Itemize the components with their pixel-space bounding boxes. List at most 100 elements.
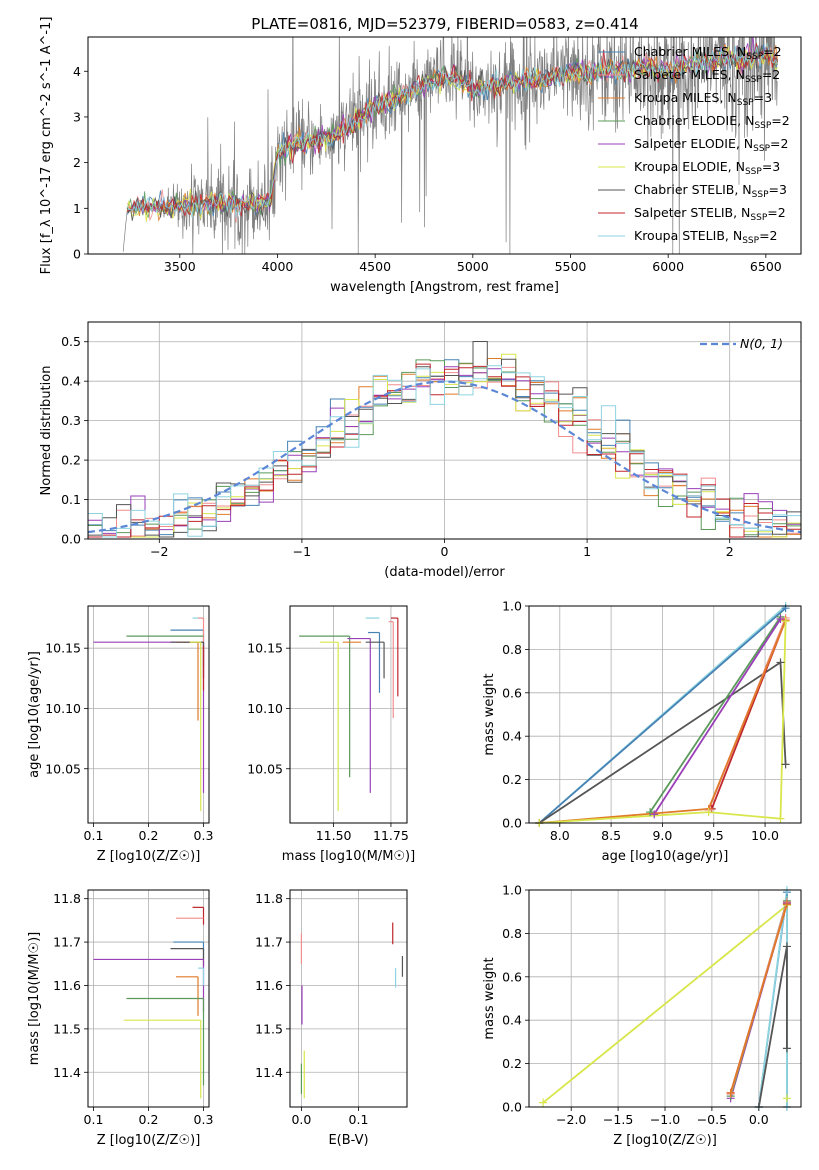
x-axis-label: E(B-V) (328, 1133, 368, 1148)
legend-subscript: SSP (750, 213, 767, 223)
y-axis-label: mass [log10(M/M☉)] (27, 932, 42, 1065)
y-tick-label: 0.2 (502, 772, 522, 787)
axes-frame (87, 36, 802, 255)
legend-nssp: =2 (759, 228, 777, 243)
legend-subscript: SSP (746, 52, 763, 62)
y-tick-label: 0.0 (502, 816, 522, 831)
y-tick-label: 0.1 (61, 492, 81, 507)
y-axis-label: age [log10(age/yr)] (27, 651, 42, 778)
y-tick-label: 0.5 (61, 334, 81, 349)
legend-nssp: =2 (767, 205, 785, 220)
series-marker (650, 810, 659, 819)
series-marker (781, 617, 790, 626)
legend-entry: Chabrier ELODIE, NSSP=2 (634, 113, 790, 131)
x-tick-label: 4500 (359, 259, 391, 274)
x-tick-label: −1.5 (603, 1112, 633, 1127)
axes-frame (87, 889, 210, 1108)
legend-nssp: =2 (771, 113, 789, 128)
x-tick-label: 8.0 (550, 828, 570, 843)
y-tick-label: 11.6 (255, 978, 283, 993)
y-tick-label: 0.6 (502, 969, 522, 984)
plot-area (300, 922, 404, 1099)
series-marker (776, 615, 785, 624)
y-tick-label: 0.6 (502, 685, 522, 700)
y-axis-label: Normed distribution (39, 366, 54, 496)
series-marker (646, 808, 655, 817)
x-tick-label: 4000 (262, 259, 294, 274)
series-line-chabrier-stelib (757, 946, 788, 1107)
series-marker (704, 808, 713, 817)
legend-subscript: SSP (745, 75, 762, 85)
legend-subscript: SSP (737, 98, 754, 108)
legend-entry: Salpeter MILES, NSSP=2 (634, 67, 780, 85)
y-tick-label: 0 (73, 247, 81, 262)
series-line-chabrier-miles (538, 607, 787, 823)
y-tick-label: 11.5 (255, 1021, 283, 1036)
y-tick-label: 0.2 (61, 453, 81, 468)
x-tick-label: 8.5 (601, 828, 621, 843)
legend-entry: N(0, 1) (740, 336, 783, 351)
legend-entry: Kroupa MILES, NSSP=3 (634, 90, 772, 108)
chart-mass-vs-ebv: 0.0 0.1 11.4 11.5 11.6 11.7 11.8 E(B-V) (255, 889, 408, 1148)
legend-subscript: SSP (742, 236, 759, 246)
series-marker (782, 900, 791, 909)
x-tick-label: 9.5 (704, 828, 724, 843)
y-tick-label: 11.8 (255, 891, 283, 906)
x-tick-label: 0.1 (349, 1112, 369, 1127)
legend-entry: Chabrier MILES, NSSP=2 (634, 44, 782, 62)
series-marker (539, 1098, 548, 1107)
legend-entry: Kroupa STELIB, NSSP=2 (634, 228, 778, 246)
y-axis-label: Flux [f_λ 10^-17 erg cm^-2 s^-1 A^-1] (39, 17, 54, 275)
plot-area (122, 37, 779, 254)
figure-title: PLATE=0816, MJD=52379, FIBERID=0583, z=0… (251, 15, 638, 33)
x-tick-label: 6500 (750, 259, 782, 274)
y-tick-label: 3 (73, 109, 81, 124)
x-axis-label: wavelength [Angstrom, rest frame] (330, 280, 559, 295)
chart-residuals: −2 −1 0 1 2 0.0 0.1 0.2 0.3 0.4 0.5 (data-model)/er… (39, 321, 802, 580)
y-tick-label: 4 (73, 64, 81, 79)
y-tick-label: 0.2 (502, 1056, 522, 1071)
y-tick-label: 0.4 (61, 374, 81, 389)
x-tick-label: 6000 (652, 259, 684, 274)
x-tick-label: 9.0 (652, 828, 672, 843)
series-marker (781, 760, 790, 769)
legend-nssp: =3 (754, 90, 772, 105)
histogram-kroupa-stelib (88, 365, 801, 539)
x-tick-label: 0.1 (84, 828, 104, 843)
chart-age-vs-mass: 11.50 11.75 10.05 10.10 10.15 mass [log10(M/M… (247, 605, 415, 864)
y-axis-label: mass weight (482, 957, 497, 1039)
x-tick-label: 0.0 (749, 1112, 769, 1127)
y-tick-label: 10.15 (45, 641, 81, 656)
x-axis-label: Z [log10(Z/Z☉)] (97, 849, 201, 864)
x-tick-label: 11.50 (316, 828, 352, 843)
chart-age-vs-Z: 0.1 0.2 0.3 10.05 10.10 10.15 Z [log10(Z/Z☉)] a… (27, 605, 214, 864)
series-marker (776, 814, 785, 823)
axes-frame (528, 605, 802, 824)
x-tick-label: 3500 (164, 259, 196, 274)
x-tick-label: 0.3 (194, 828, 214, 843)
legend-entry: Kroupa ELODIE, NSSP=3 (634, 159, 780, 177)
series-line-kroupa-miles (729, 903, 788, 1094)
chart-mass-vs-Z: 0.1 0.2 0.3 11.4 11.5 11.6 11.7 11.8 Z [log10(Z/… (27, 889, 213, 1148)
x-tick-label: 2 (726, 544, 734, 559)
plot-area (542, 890, 788, 1107)
x-tick-label: −0.5 (697, 1112, 727, 1127)
x-tick-label: 1 (583, 544, 591, 559)
legend-subscript: SSP (745, 167, 762, 177)
series-marker (776, 658, 785, 667)
plot-area (299, 617, 399, 811)
y-tick-label: 0.0 (502, 1100, 522, 1115)
chart-massweight-vs-age: 8.0 8.5 9.0 9.5 10.0 0.0 0.2 0.4 0.6 0.8 1.0 age [l… (482, 599, 802, 864)
x-tick-label: −1 (293, 544, 311, 559)
y-tick-label: 1.0 (502, 599, 522, 614)
x-axis-label: mass [log10(M/M☉)] (282, 849, 415, 864)
legend-nssp: =2 (763, 44, 781, 59)
series-marker (782, 1094, 791, 1103)
x-axis-label: Z [log10(Z/Z☉)] (97, 1133, 201, 1148)
legend-nssp: =3 (769, 182, 787, 197)
series-marker (726, 1088, 735, 1097)
x-tick-label: 10.0 (751, 828, 779, 843)
y-tick-label: 11.4 (255, 1065, 283, 1080)
legend-nssp: =2 (762, 67, 780, 82)
